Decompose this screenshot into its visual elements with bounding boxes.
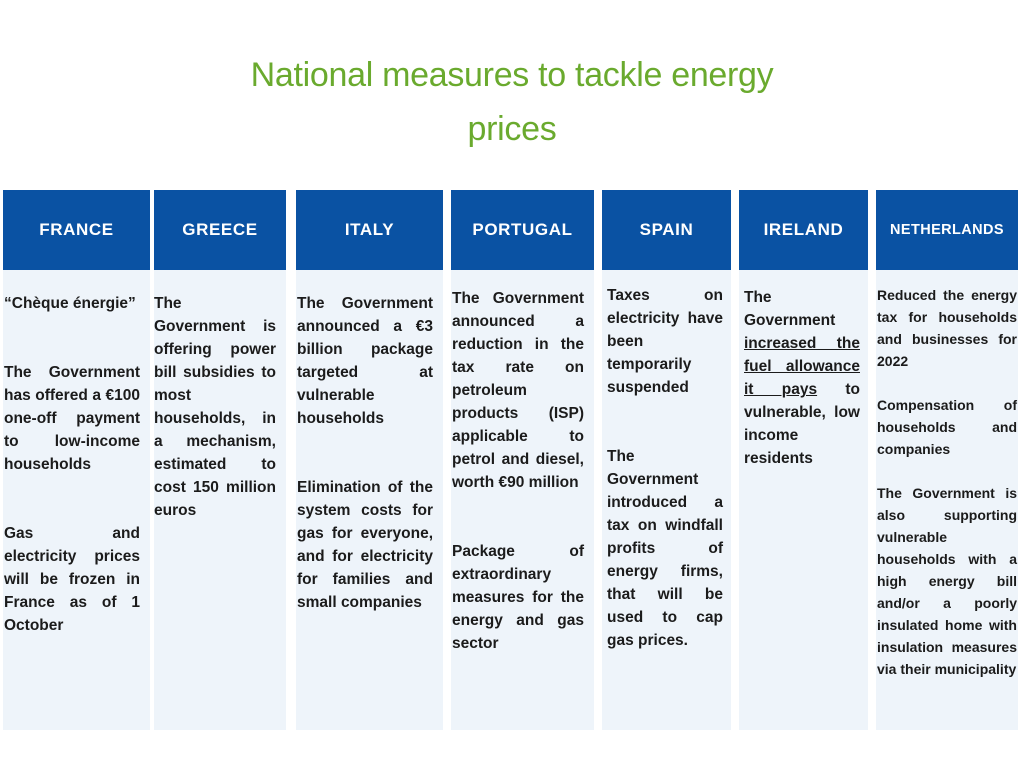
measure-text: Gas and electricity prices will be froze… xyxy=(4,525,140,634)
column-header: SPAIN xyxy=(602,190,731,270)
underlined-measure: increased the fuel allowance it pays xyxy=(744,335,860,398)
column-header: GREECE xyxy=(154,190,286,270)
measure-text: “Chèque énergie” xyxy=(4,295,136,312)
measure-text: Taxes on electricity have been temporari… xyxy=(607,287,723,396)
column-body: Taxes on electricity have been temporari… xyxy=(602,270,731,730)
measure-text: The Government is also supporting vulner… xyxy=(877,485,1017,677)
measure-text: The Government has offered a €100 one-of… xyxy=(4,364,140,473)
measure-text: Reduced the energy tax for households an… xyxy=(877,287,1017,369)
measure-text: The Government introduced a tax on windf… xyxy=(607,448,723,649)
measure-text: The Government announced a €3 billion pa… xyxy=(297,295,433,427)
measure-text: Elimination of the system costs for gas … xyxy=(297,479,433,611)
measure-text: Package of extraordinary measures for th… xyxy=(452,543,584,652)
column-body: The Government is offering power bill su… xyxy=(154,270,286,730)
column-header: PORTUGAL xyxy=(451,190,594,270)
column-header: ITALY xyxy=(296,190,443,270)
measure-text: The Government increased the fuel allowa… xyxy=(744,289,861,467)
column-header: FRANCE xyxy=(3,190,150,270)
column-body: “Chèque énergie” The Government has offe… xyxy=(3,270,150,730)
column-header: NETHERLANDS xyxy=(876,190,1018,270)
page-title: National measures to tackle energy price… xyxy=(250,56,774,148)
column-body: Reduced the energy tax for households an… xyxy=(876,270,1018,730)
column-body: The Government announced a €3 billion pa… xyxy=(296,270,443,730)
column-body: The Government increased the fuel allowa… xyxy=(739,270,868,730)
measure-text: The Government announced a reduction in … xyxy=(452,290,584,491)
measure-text: Compensation of households and companies xyxy=(877,397,1017,457)
column-body: The Government announced a reduction in … xyxy=(451,270,594,730)
column-header: IRELAND xyxy=(739,190,868,270)
measure-text: The Government is offering power bill su… xyxy=(154,295,276,519)
